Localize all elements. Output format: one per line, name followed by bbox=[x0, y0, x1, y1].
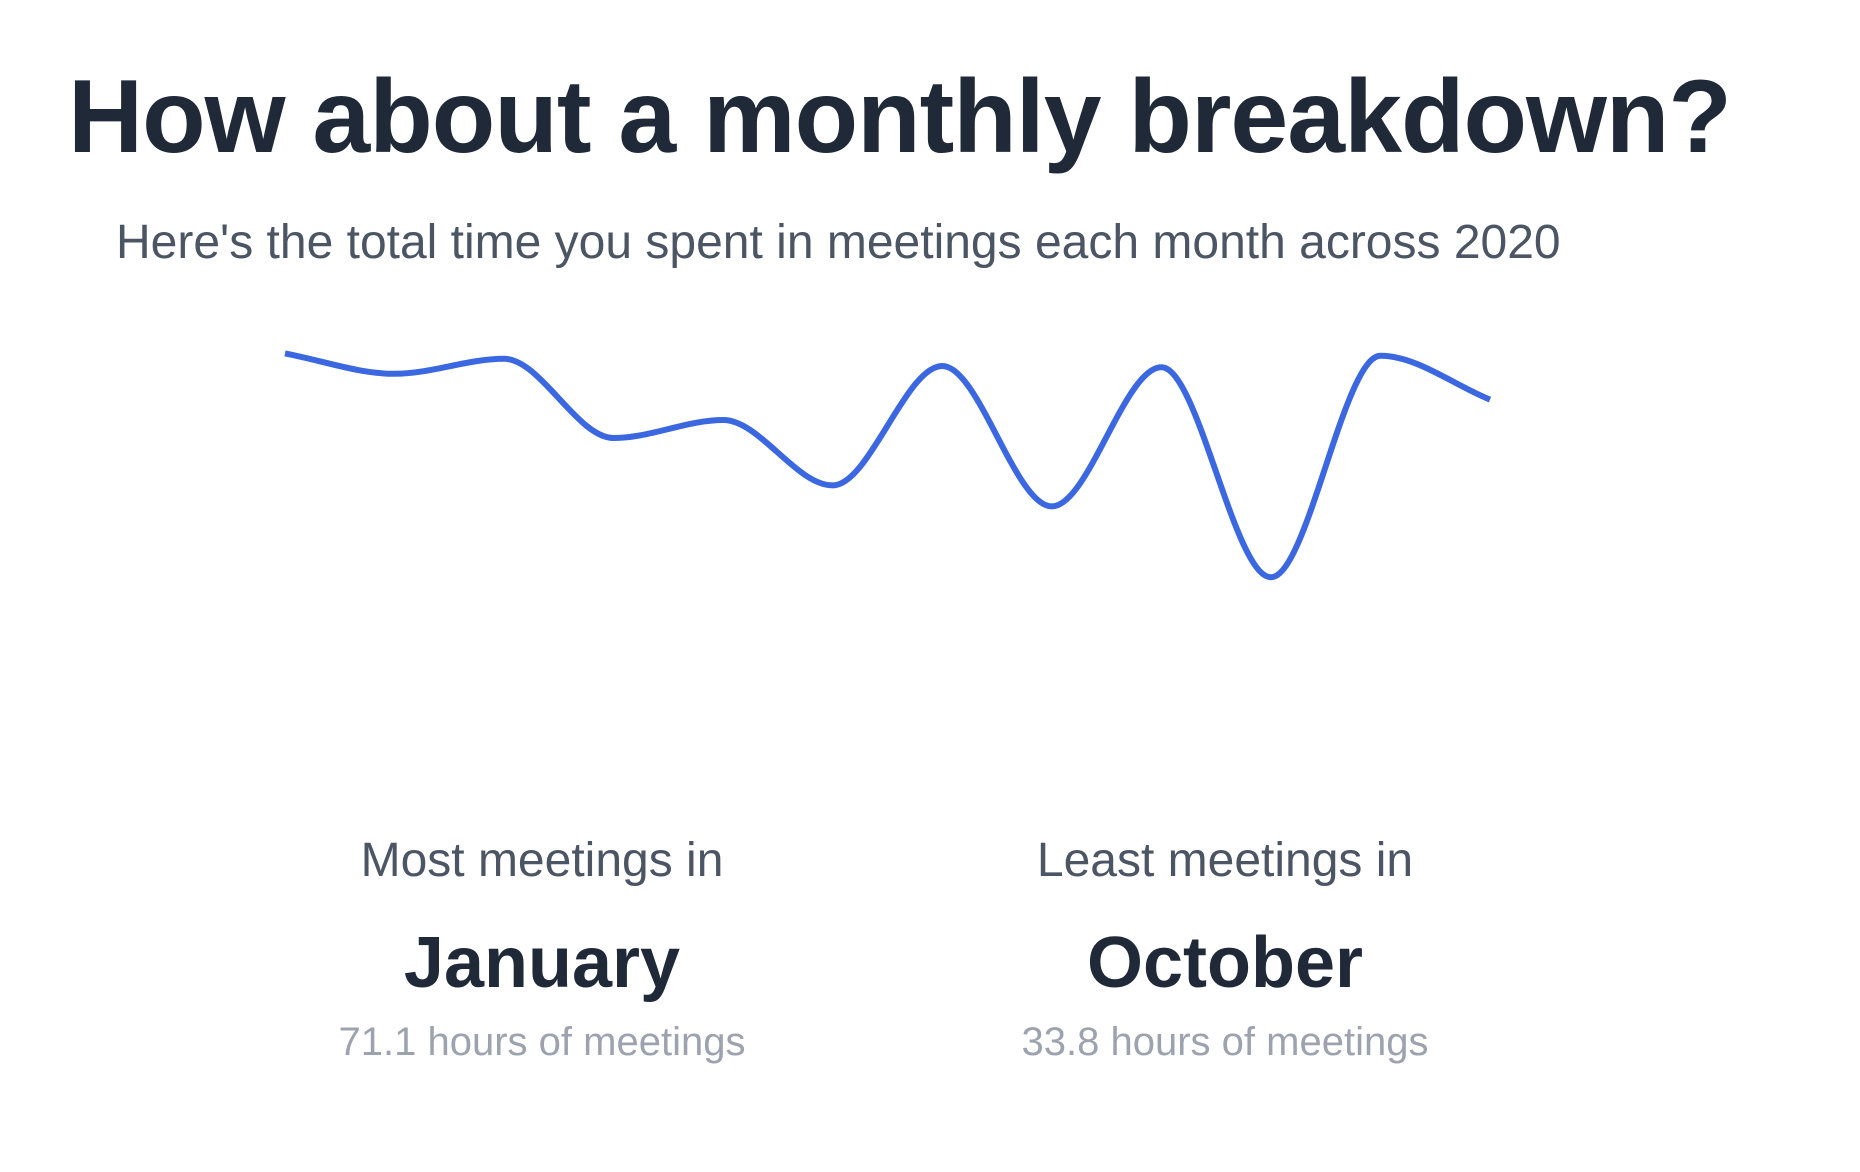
least-meetings-hours: 33.8 hours of meetings bbox=[1021, 1019, 1429, 1064]
most-meetings-stat: Most meetings in January 71.1 hours of m… bbox=[262, 832, 822, 1066]
page-subtitle: Here's the total time you spent in meeti… bbox=[116, 216, 1561, 269]
chart-point-february bbox=[381, 360, 409, 388]
most-meetings-label: Most meetings in bbox=[360, 834, 724, 887]
chart-point-may bbox=[709, 406, 737, 434]
chart-point-december bbox=[1476, 386, 1504, 414]
chart-point-march bbox=[490, 345, 518, 373]
least-meetings-stat: Least meetings in October 33.8 hours of … bbox=[945, 832, 1505, 1066]
chart-point-june bbox=[819, 471, 847, 499]
least-meetings-month: October bbox=[1086, 922, 1364, 1003]
most-meetings-month: January bbox=[403, 922, 681, 1003]
chart-point-september bbox=[1147, 353, 1175, 381]
chart-point-january bbox=[271, 339, 299, 367]
chart-point-november bbox=[1367, 342, 1395, 370]
least-meetings-label: Least meetings in bbox=[1036, 834, 1414, 887]
chart-series-line bbox=[284, 350, 1492, 581]
chart-series-group bbox=[284, 350, 1492, 581]
chart-point-group bbox=[271, 339, 1504, 591]
page-title: How about a monthly breakdown? bbox=[68, 59, 1732, 175]
chart-point-july bbox=[928, 352, 956, 380]
most-meetings-hours: 71.1 hours of meetings bbox=[338, 1019, 746, 1064]
chart-point-april bbox=[600, 424, 628, 452]
chart-point-october bbox=[1257, 563, 1285, 591]
chart-point-august bbox=[1038, 492, 1066, 520]
